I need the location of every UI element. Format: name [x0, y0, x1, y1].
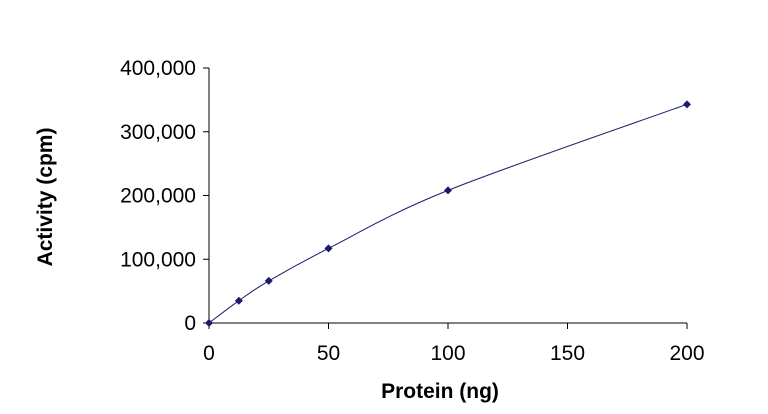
y-tick-label: 300,000 — [120, 121, 196, 144]
data-points — [205, 100, 691, 327]
x-tick-label: 50 — [317, 342, 340, 365]
x-tick-label: 200 — [669, 342, 704, 365]
y-axis-title: Activity (cpm) — [34, 128, 57, 267]
x-tick-label: 150 — [550, 342, 585, 365]
y-tick-label: 400,000 — [120, 57, 196, 80]
y-axis-ticks: 0 100,000 200,000 300,000 400,000 — [120, 57, 209, 335]
data-point-diamond — [205, 319, 213, 327]
data-point-diamond — [324, 244, 333, 253]
y-tick-label: 0 — [184, 312, 196, 335]
x-tick-label: 0 — [203, 342, 215, 365]
x-axis-title: Protein (ng) — [381, 380, 499, 403]
x-tick-label: 100 — [430, 342, 465, 365]
series-line — [208, 103, 688, 324]
x-axis-ticks: 0 50 100 150 200 — [203, 323, 705, 365]
y-tick-label: 200,000 — [120, 185, 196, 208]
data-point-diamond — [683, 100, 691, 109]
data-point-diamond — [444, 186, 452, 195]
data-point-diamond — [234, 296, 243, 305]
data-point-diamond — [264, 276, 273, 285]
y-tick-label: 100,000 — [120, 248, 196, 271]
